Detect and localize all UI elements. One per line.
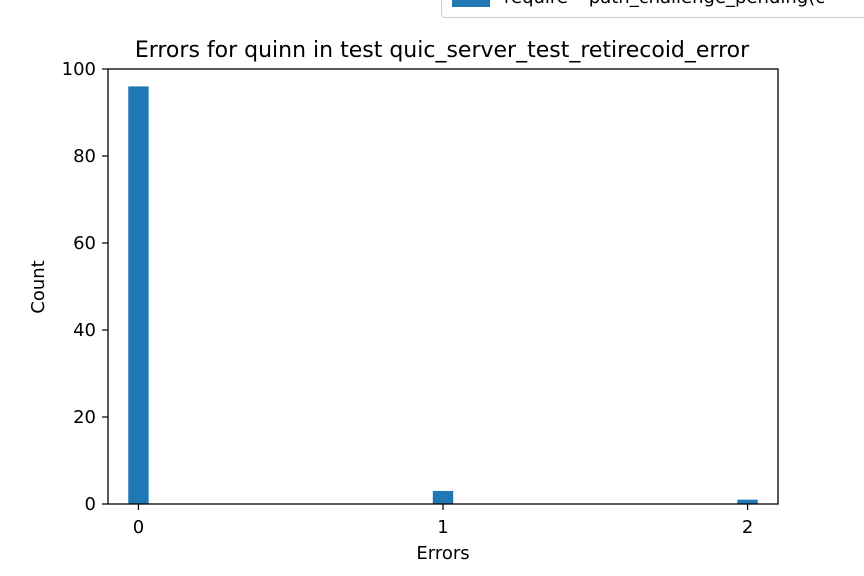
x-tick-label: 1 [437, 517, 448, 538]
bar-2 [737, 499, 758, 504]
bar-0 [128, 86, 149, 505]
y-tick-label: 20 [73, 407, 96, 428]
bars [128, 86, 758, 505]
y-tick-label: 80 [73, 146, 96, 167]
y-tick-label: 100 [62, 59, 96, 80]
y-tick-label: 40 [73, 320, 96, 341]
bar-1 [432, 490, 454, 504]
y-tick-label: 60 [73, 233, 96, 254]
legend-entry: require ~path_challenge_pending(c [504, 0, 825, 8]
y-axis: 0 20 40 60 80 100 [62, 59, 108, 515]
x-tick-label: 2 [742, 517, 753, 538]
plot-area-frame [107, 68, 779, 505]
x-axis-label: Errors [416, 543, 469, 564]
x-tick-label: 0 [133, 517, 144, 538]
legend: require ~path_challenge_pending(c [441, 0, 864, 18]
legend-swatch [452, 0, 490, 7]
chart-title: Errors for quinn in test quic_server_tes… [135, 38, 750, 63]
y-tick-label: 0 [85, 494, 96, 515]
x-axis: 0 1 2 [133, 504, 753, 538]
y-axis-label: Count [28, 260, 49, 313]
